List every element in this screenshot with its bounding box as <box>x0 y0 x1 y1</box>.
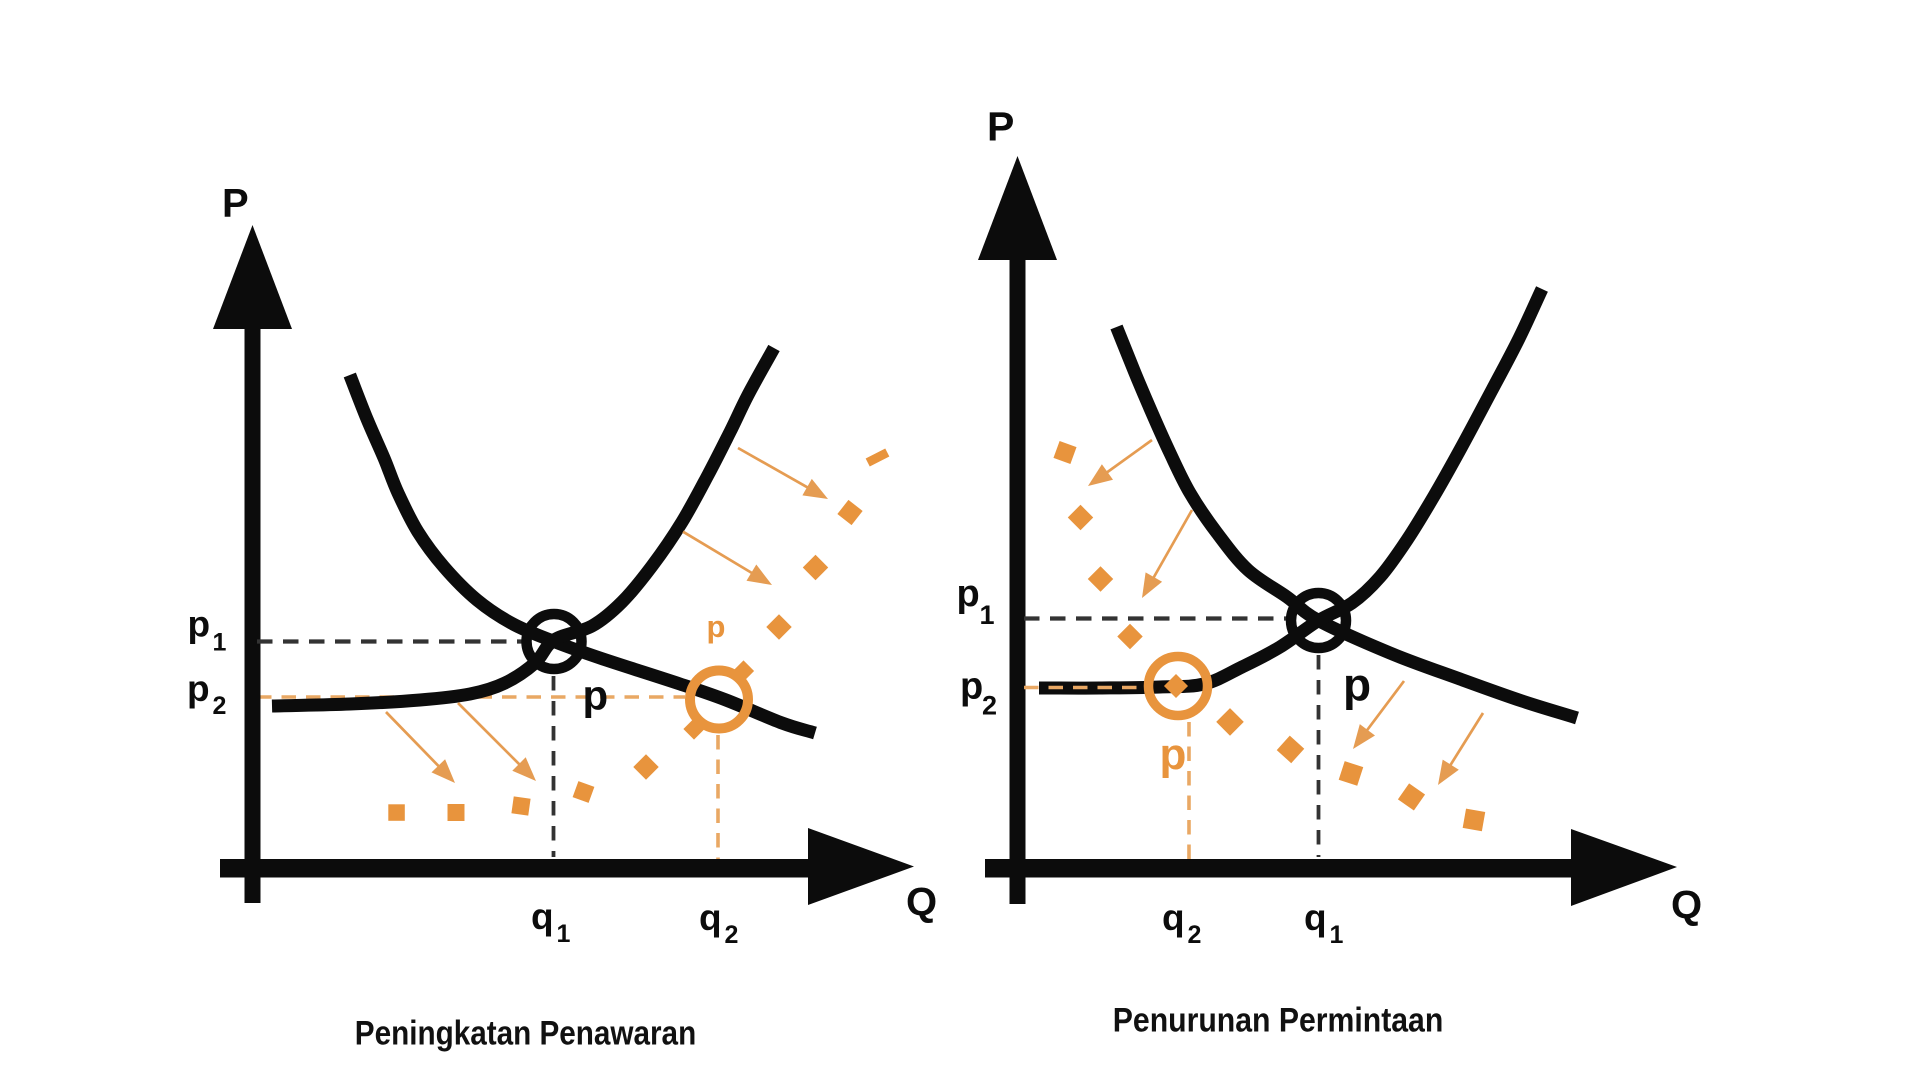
svg-text:Q: Q <box>1671 883 1702 927</box>
svg-text:1: 1 <box>557 920 571 948</box>
svg-text:p: p <box>188 604 211 645</box>
svg-text:1: 1 <box>213 629 227 657</box>
svg-text:q: q <box>699 897 722 938</box>
svg-text:p: p <box>957 573 980 615</box>
svg-text:p: p <box>1343 659 1371 711</box>
svg-text:P: P <box>222 182 249 226</box>
svg-text:p: p <box>583 672 609 719</box>
svg-text:1: 1 <box>980 600 995 630</box>
svg-text:Q: Q <box>906 880 937 924</box>
svg-text:2: 2 <box>982 691 997 721</box>
svg-text:q: q <box>531 896 554 937</box>
svg-text:Penurunan Permintaan: Penurunan Permintaan <box>1113 1002 1444 1040</box>
svg-text:p: p <box>1160 730 1187 779</box>
svg-text:P: P <box>987 104 1014 150</box>
svg-text:p: p <box>960 666 983 708</box>
svg-text:p: p <box>707 609 726 644</box>
svg-text:2: 2 <box>1188 921 1202 949</box>
svg-text:2: 2 <box>725 921 739 949</box>
svg-text:Peningkatan Penawaran: Peningkatan Penawaran <box>355 1015 696 1053</box>
svg-text:2: 2 <box>213 692 227 720</box>
svg-text:p: p <box>187 668 210 709</box>
svg-text:q: q <box>1304 897 1327 938</box>
svg-text:1: 1 <box>1330 921 1344 949</box>
svg-text:q: q <box>1162 897 1185 938</box>
